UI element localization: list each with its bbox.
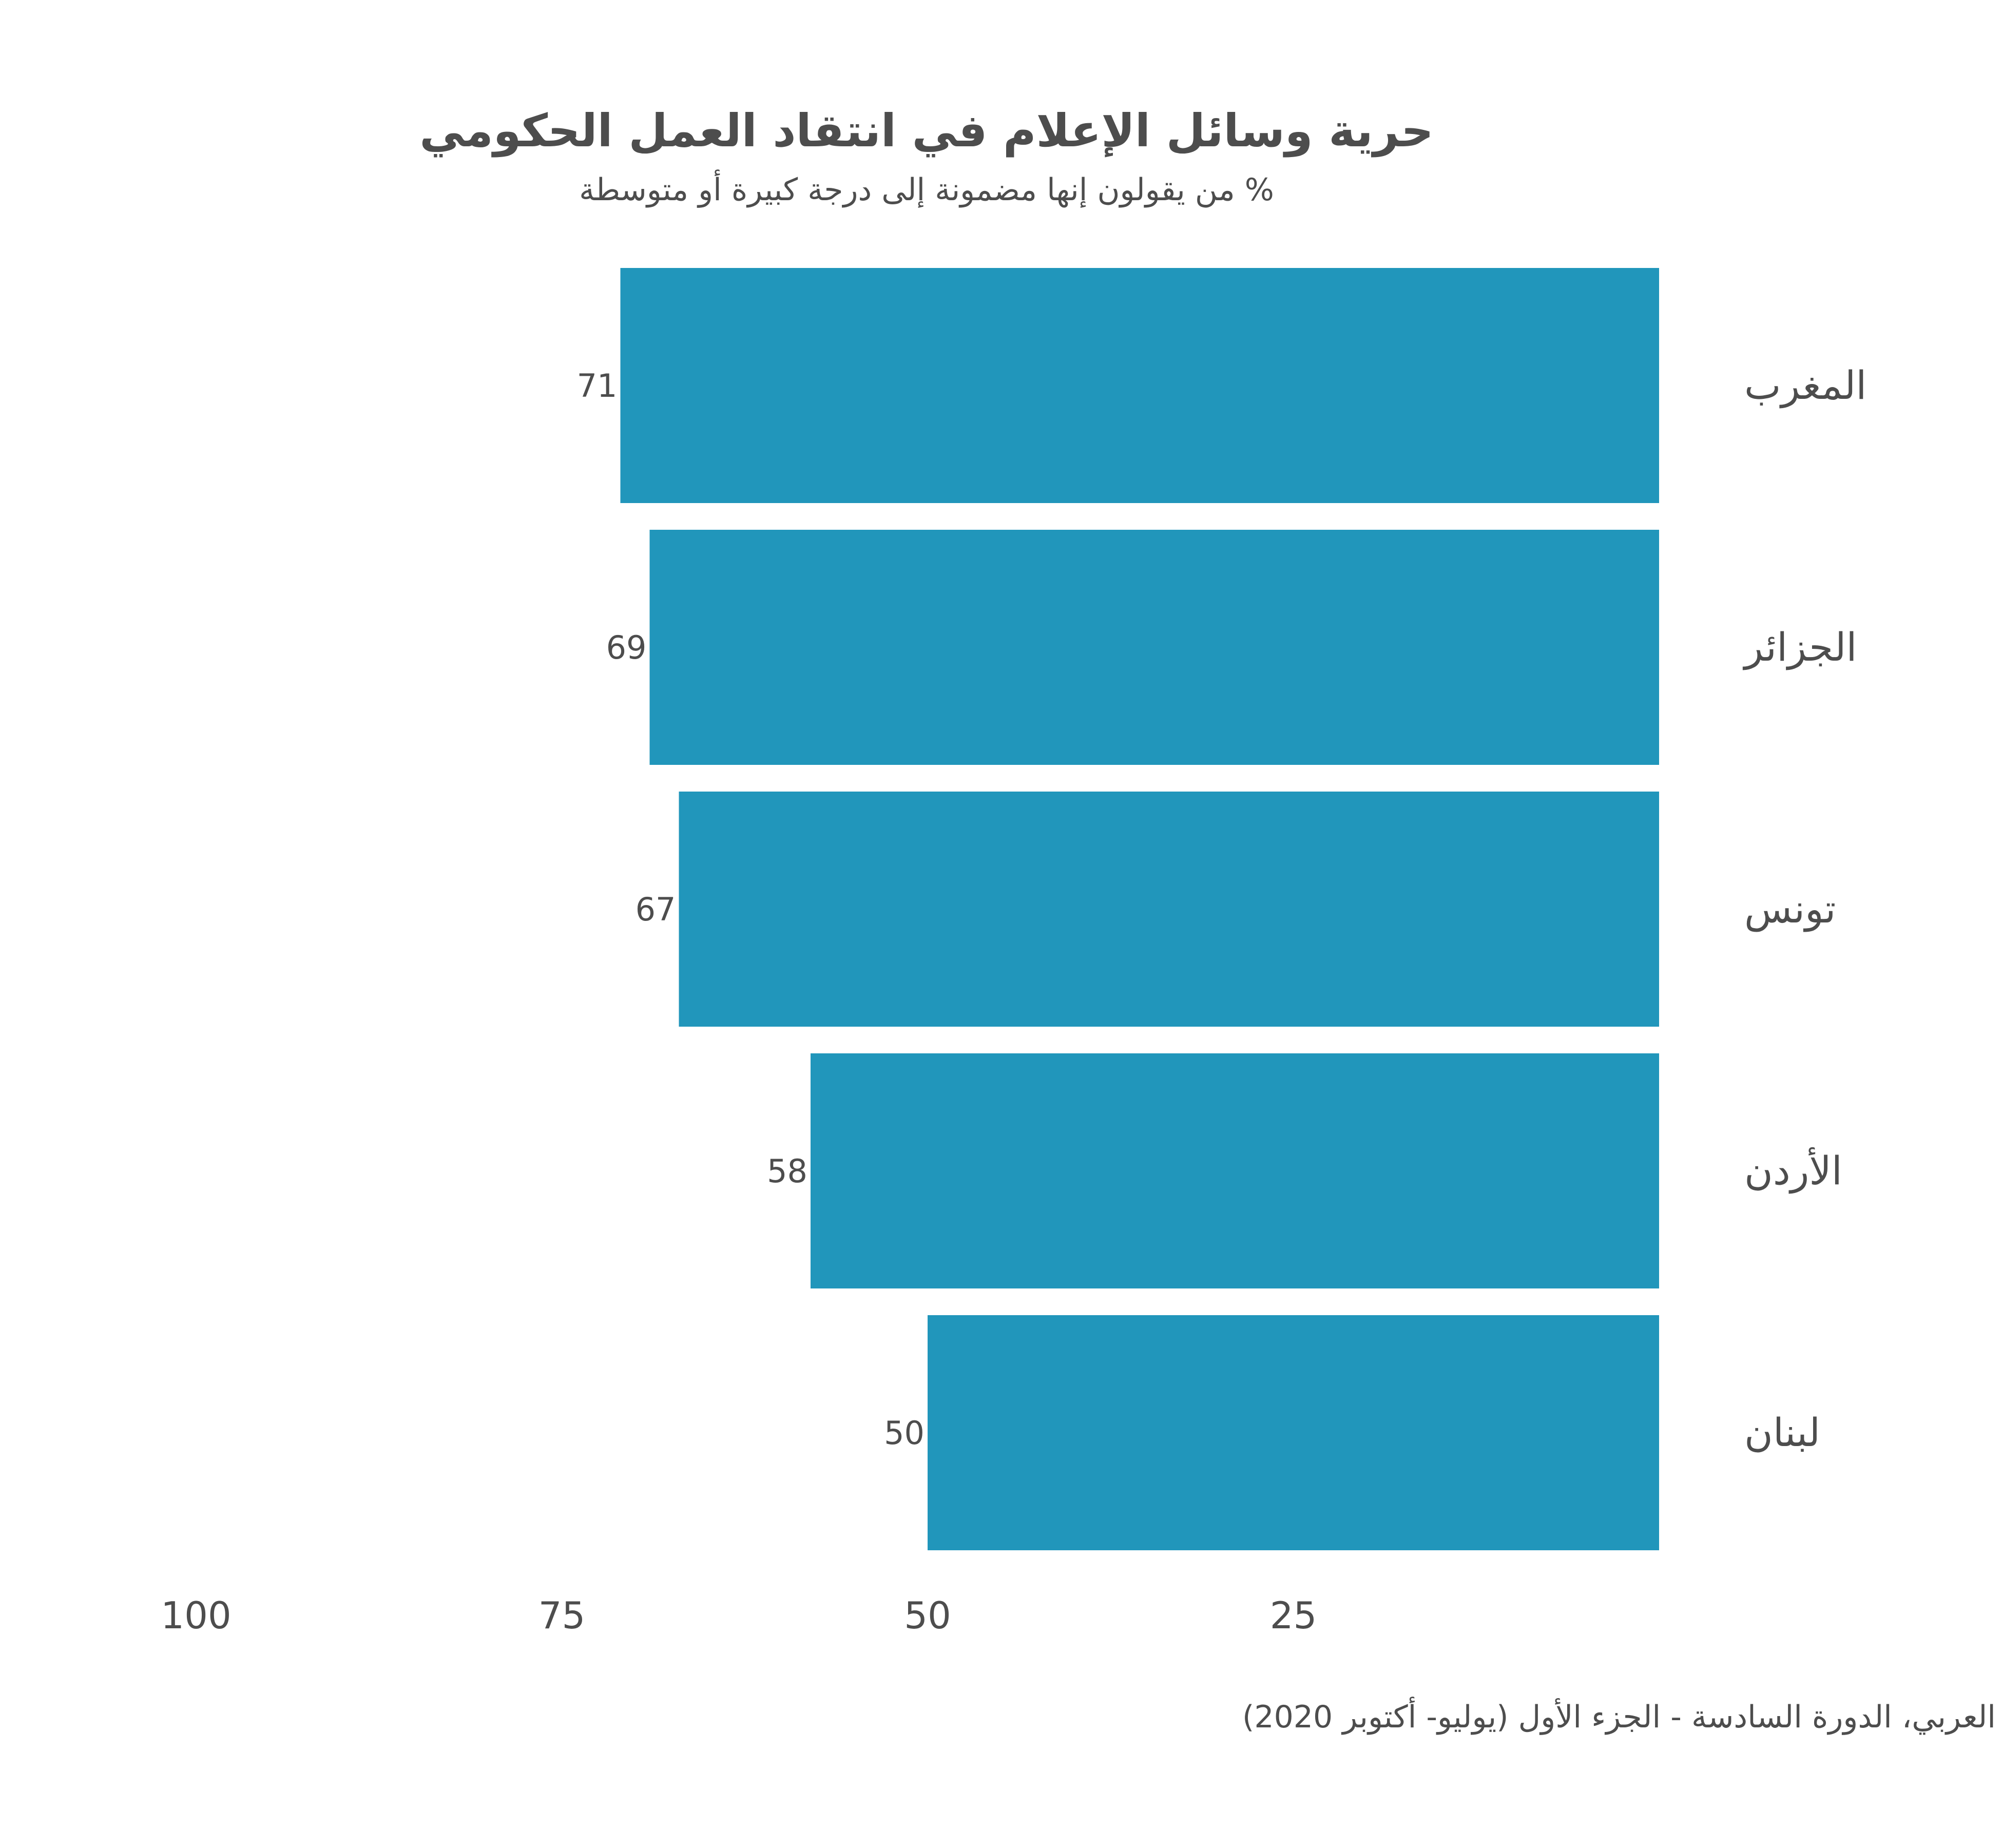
category-label: المغرب: [1744, 362, 1866, 409]
bar-value-label: 71: [577, 367, 618, 405]
bar-1: [620, 268, 1659, 503]
chart-subtitle: % من يقولون إنها مضمونة إلى درجة كبيرة أ…: [579, 169, 1274, 208]
bar-value-label: 50: [884, 1414, 925, 1452]
bars-layer: [620, 268, 1659, 1550]
category-label: تونس: [1744, 886, 1836, 932]
bar-value-label: 67: [636, 891, 676, 928]
x-tick-label: 25: [1270, 1594, 1317, 1637]
category-label: الأردن: [1744, 1147, 1842, 1194]
chart-caption: الباروميتر العربي، الدورة السادسة - الجز…: [1242, 1697, 2002, 1735]
value-labels-layer: 71 69 67 58 50: [577, 367, 925, 1452]
bar-5: [928, 1315, 1659, 1550]
bar-2: [649, 530, 1659, 765]
category-labels-layer: المغرب الجزائر تونس الأردن لبنان: [1742, 362, 1866, 1455]
bar-value-label: 58: [767, 1152, 807, 1190]
x-axis-ticks: 100 75 50 25: [161, 1594, 1317, 1637]
category-label: الجزائر: [1742, 624, 1857, 670]
chart-title: حرية وسائل الإعلام في انتقاد العمل الحكو…: [419, 104, 1434, 158]
x-tick-label: 100: [161, 1594, 231, 1637]
bar-value-label: 69: [606, 629, 647, 666]
bar-4: [811, 1053, 1659, 1288]
category-label: لبنان: [1744, 1410, 1820, 1455]
x-tick-label: 50: [904, 1594, 951, 1637]
x-tick-label: 75: [538, 1594, 586, 1637]
bar-3: [679, 792, 1659, 1027]
